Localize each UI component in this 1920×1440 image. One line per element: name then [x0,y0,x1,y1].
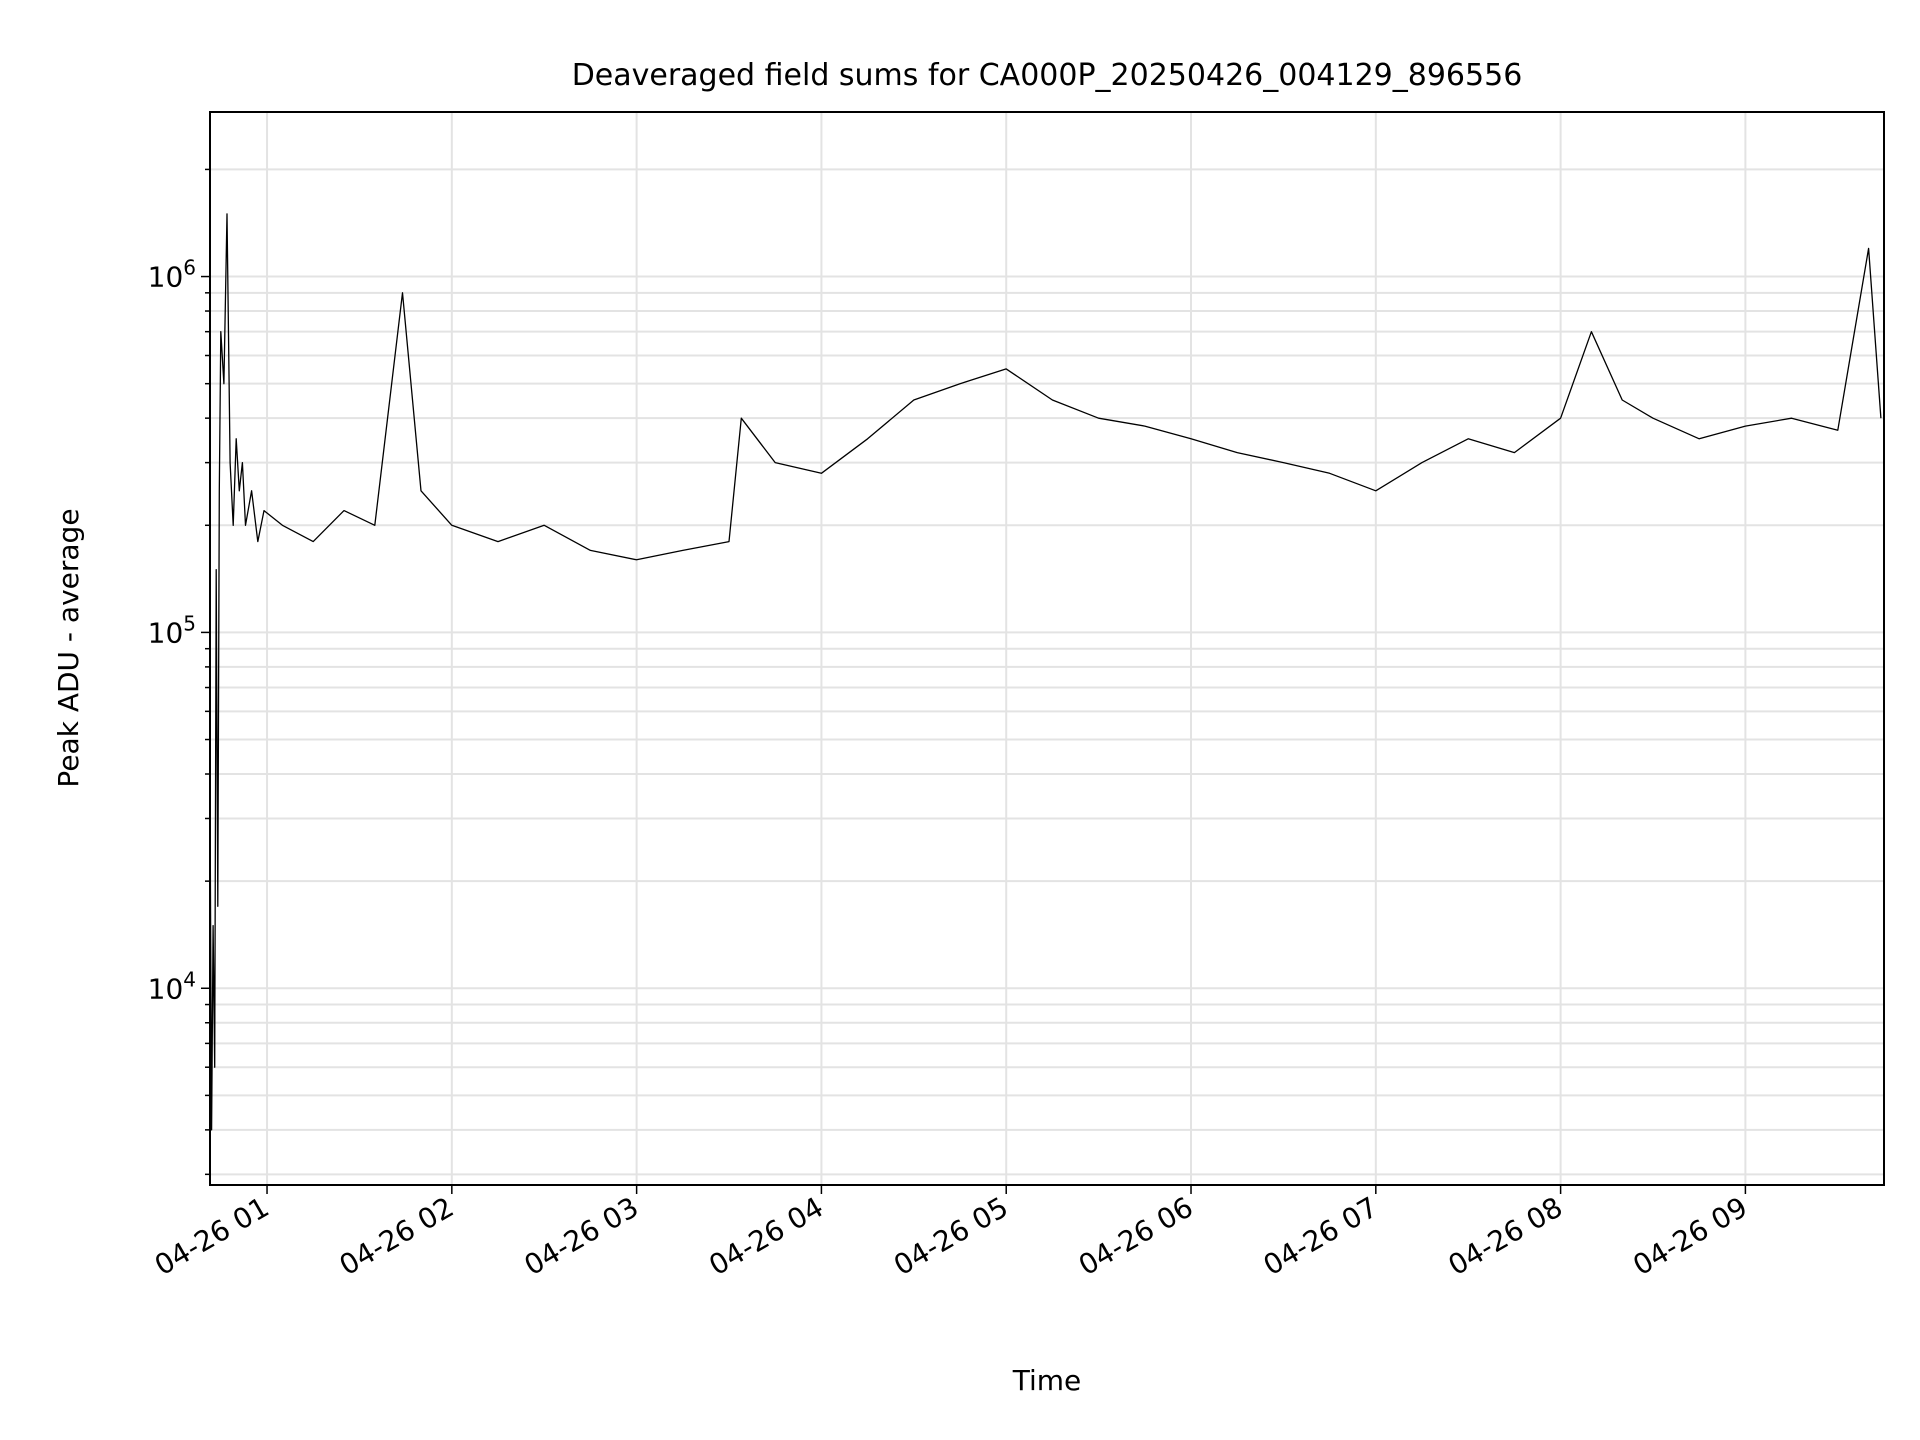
x-axis-label: Time [1012,1364,1082,1397]
y-tick-label: 106 [148,256,196,294]
data-line [209,213,1882,1131]
y-tick-label: 104 [148,967,196,1005]
data-series [209,213,1882,1131]
y-tick-label: 105 [148,611,196,649]
grid-lines [210,112,1884,1185]
chart-title: Deaveraged field sums for CA000P_2025042… [572,58,1523,93]
y-axis-label: Peak ADU - average [52,508,85,787]
